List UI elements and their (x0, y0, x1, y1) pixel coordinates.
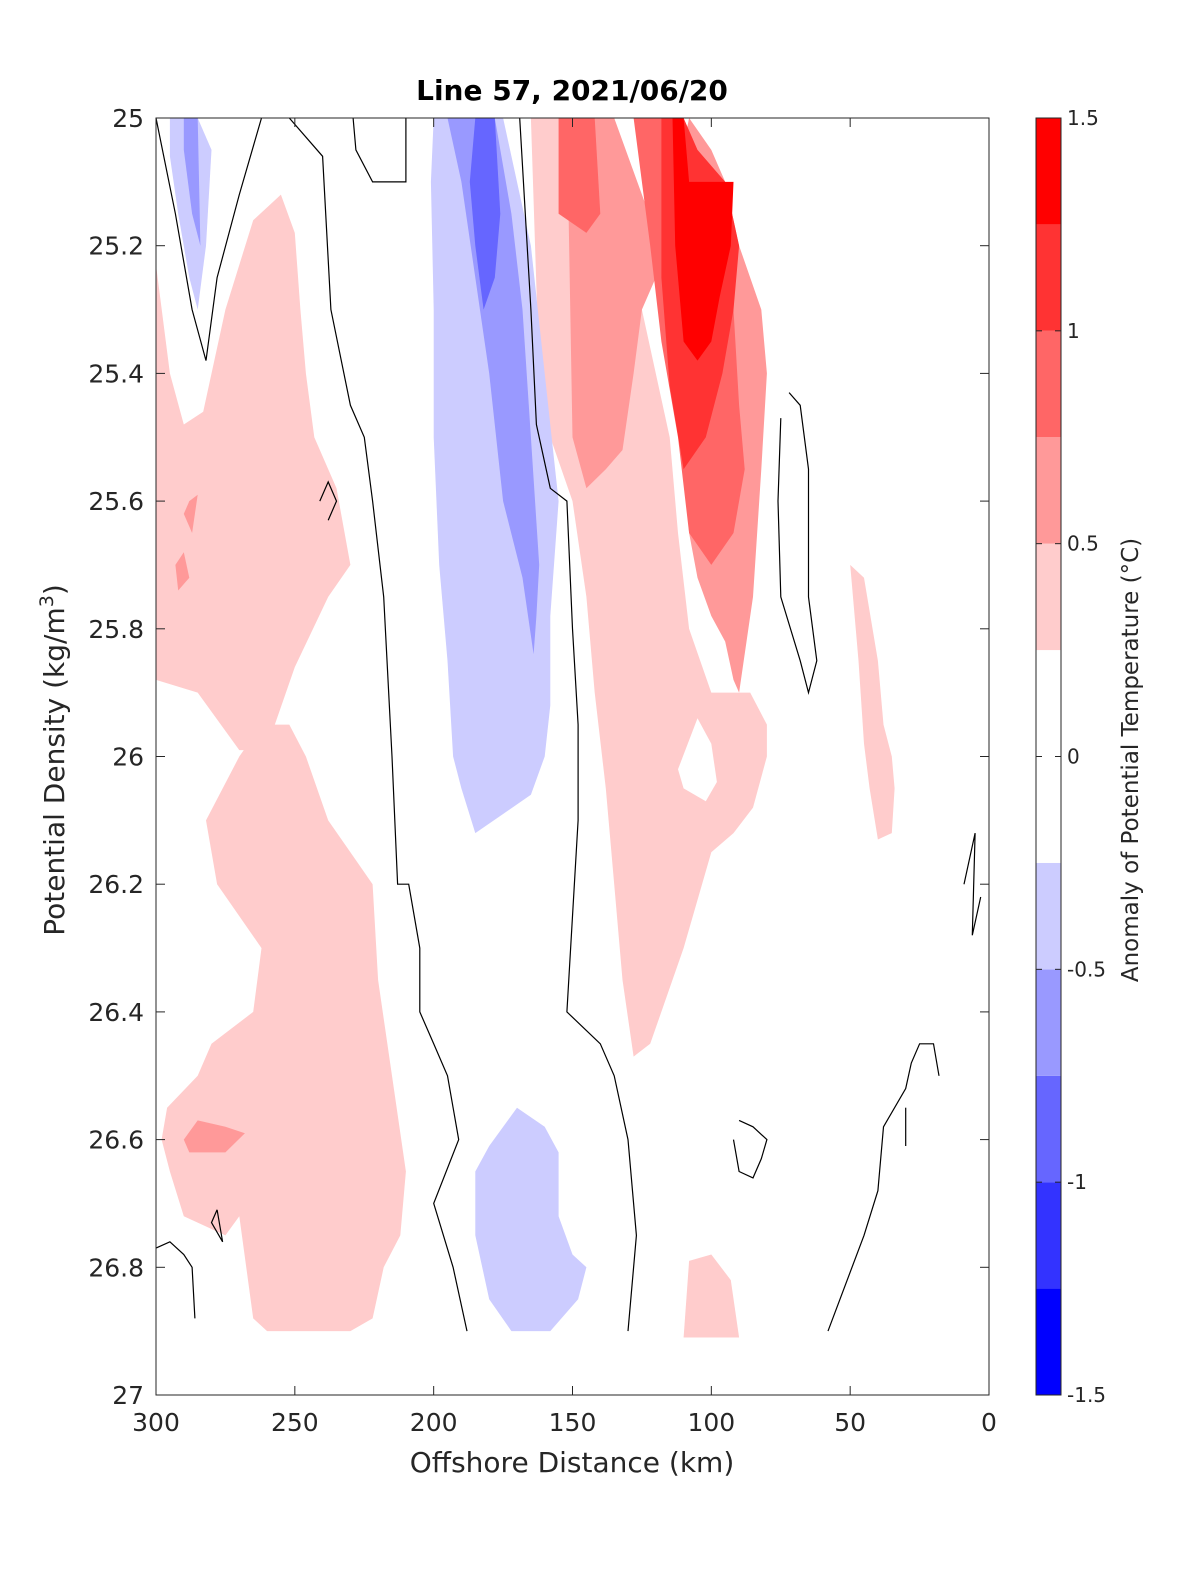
contour-region-7 (175, 552, 190, 591)
x-tick-label-6: 0 (981, 1408, 997, 1437)
contour-line-3 (319, 480, 338, 521)
y-tick-label-4: 25.8 (88, 615, 144, 644)
contour-line-10 (155, 1241, 196, 1319)
contour-line-6 (732, 1119, 768, 1179)
contour-region-2 (850, 564, 895, 840)
contour-line-0 (155, 117, 263, 361)
y-tick-label-6: 26.2 (88, 870, 144, 899)
colorbar-segment-10 (1036, 224, 1061, 331)
chart-title: Line 57, 2021/06/20 (416, 74, 728, 107)
contour-line-1 (288, 117, 468, 1332)
x-tick-label-0: 300 (132, 1408, 180, 1437)
colorbar-tick-label-3: 0 (1067, 745, 1080, 769)
contour-line-9 (963, 832, 982, 936)
colorbar-tick-label-1: -1 (1067, 1170, 1087, 1194)
colorbar-segment-1 (1036, 1182, 1061, 1289)
y-tick-label-3: 25.6 (88, 487, 144, 516)
colorbar-segment-8 (1036, 437, 1061, 544)
y-tick-label-10: 27 (112, 1381, 144, 1410)
contour-line-5 (777, 392, 818, 695)
x-axis-label: Offshore Distance (km) (410, 1446, 735, 1479)
contour-region-18 (447, 118, 540, 655)
colorbar-segment-0 (1036, 1288, 1061, 1395)
colorbar-label: Anomaly of Potential Temperature (°C) (1118, 538, 1144, 982)
y-tick-label-9: 26.8 (88, 1253, 144, 1282)
contour-region-19 (469, 118, 501, 310)
contour-line-2 (352, 117, 407, 183)
contour-region-12 (672, 118, 734, 361)
colorbar: -1.5 -1 -0.5 0 0.5 1 1.5 (1035, 106, 1106, 1407)
colorbar-segment-3 (1036, 969, 1061, 1076)
contour-region-4 (683, 1254, 740, 1338)
y-tick-label-1: 25.2 (88, 232, 144, 261)
y-axis: 25 25.2 25.4 25.6 25.8 26 26.2 26.4 26.6 26.8 27 (88, 104, 989, 1410)
contour-line-7 (827, 1043, 940, 1332)
x-axis: 300 250 200 150 100 50 0 (132, 118, 997, 1437)
colorbar-tick-label-0: -1.5 (1067, 1383, 1106, 1407)
colorbar-segment-2 (1036, 1075, 1061, 1183)
x-tick-label-4: 100 (687, 1408, 735, 1437)
colorbar-segment-7 (1036, 543, 1061, 651)
y-axis-label: Potential Density (kg/m3) (36, 584, 71, 936)
y-tick-label-0: 25 (112, 104, 144, 133)
colorbar-tick-label-6: 1.5 (1067, 106, 1099, 130)
contour-region-14 (169, 118, 212, 310)
y-tick-label-2: 25.4 (88, 359, 144, 388)
y-tick-label-8: 26.6 (88, 1126, 144, 1155)
x-tick-label-3: 150 (549, 1408, 597, 1437)
colorbar-segment-9 (1036, 330, 1061, 438)
y-axis-label-superscript: 3 (36, 595, 58, 607)
colorbar-segment-6 (1036, 650, 1061, 757)
zero-contour-lines (155, 117, 982, 1332)
y-tick-label-5: 26 (112, 743, 144, 772)
contour-line-11 (210, 1209, 224, 1243)
x-tick-label-2: 200 (410, 1408, 458, 1437)
y-tick-label-7: 26.4 (88, 998, 144, 1027)
contour-region-17 (183, 118, 201, 246)
contour-region-0 (156, 194, 351, 751)
colorbar-tick-label-2: -0.5 (1067, 957, 1106, 981)
x-tick-label-1: 250 (271, 1408, 319, 1437)
contour-fill-regions (156, 118, 895, 1338)
contour-region-6 (183, 494, 198, 533)
colorbar-tick-label-4: 0.5 (1067, 532, 1099, 556)
contour-region-16 (475, 1107, 587, 1332)
colorbar-segment-4 (1036, 862, 1061, 970)
contour-region-13 (678, 718, 717, 802)
contour-line-4 (519, 117, 638, 1332)
contour-region-8 (183, 1120, 245, 1153)
contour-region-9 (558, 118, 601, 233)
colorbar-segment-5 (1036, 756, 1061, 863)
y-axis-label-close: ) (38, 584, 71, 595)
contour-region-3 (161, 724, 406, 1332)
x-tick-label-5: 50 (834, 1408, 866, 1437)
contour-region-15 (430, 118, 559, 834)
y-axis-label-main: Potential Density (kg/m (38, 607, 71, 936)
colorbar-segment-11 (1036, 118, 1061, 225)
colorbar-tick-label-5: 1 (1067, 319, 1080, 343)
